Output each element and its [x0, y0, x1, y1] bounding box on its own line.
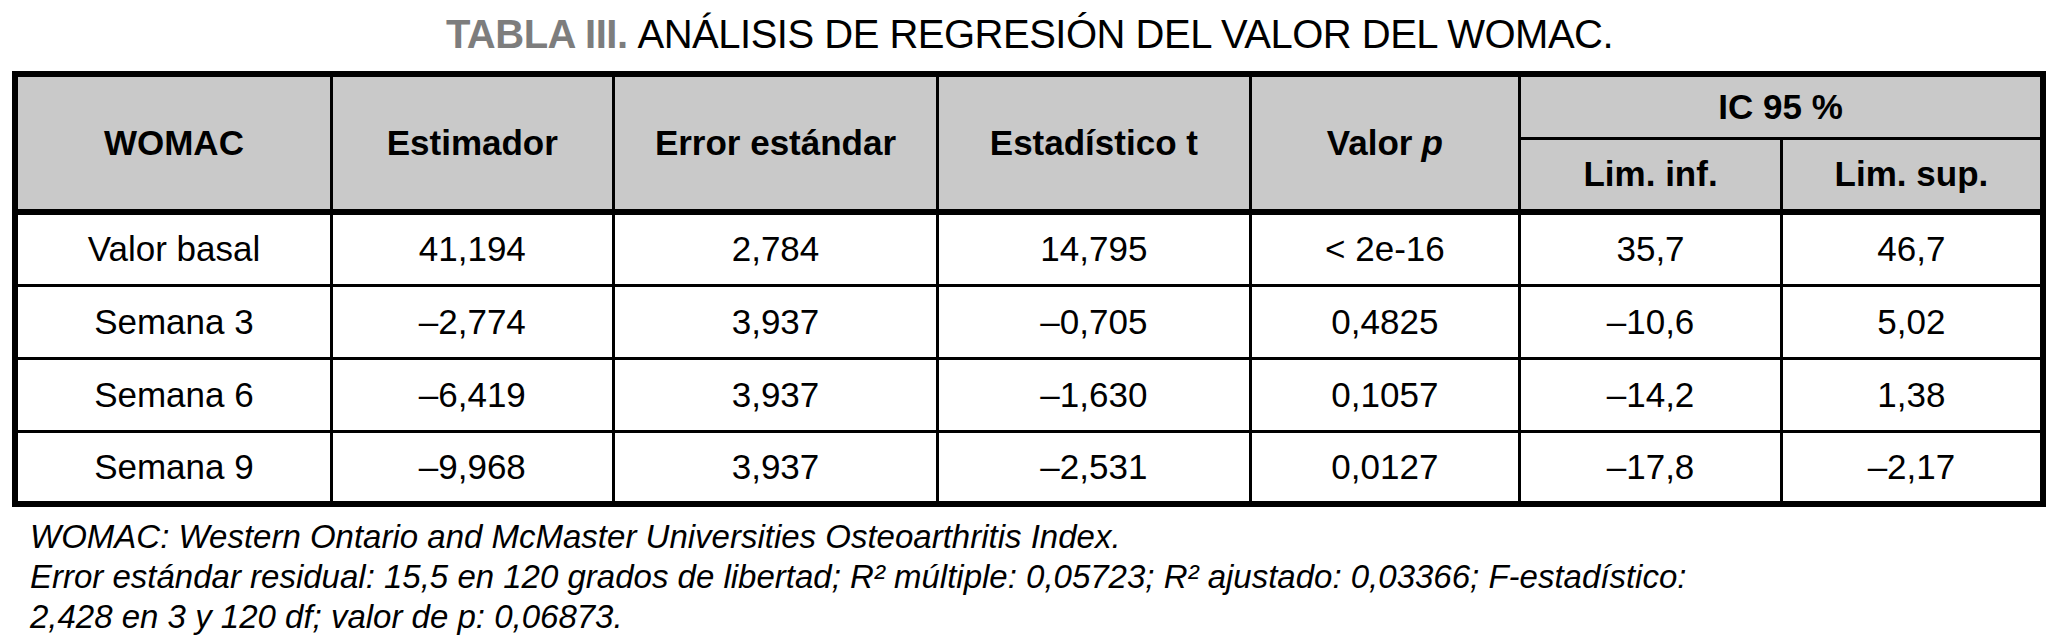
cell-label: Valor basal: [15, 212, 331, 285]
cell-lim-sup: 5,02: [1781, 285, 2043, 358]
col-header-estimador: Estimador: [331, 74, 613, 212]
footnote-model-stats-line2: 2,428 en 3 y 120 df; valor de p: 0,06873…: [30, 597, 2059, 637]
cell-estadistico-t: –2,531: [938, 431, 1250, 504]
cell-lim-inf: –17,8: [1520, 431, 1782, 504]
cell-lim-sup: 1,38: [1781, 358, 2043, 431]
cell-estimador: –6,419: [331, 358, 613, 431]
table-row-semana-3: Semana 3 –2,774 3,937 –0,705 0,4825 –10,…: [15, 285, 2043, 358]
page: TABLA III.ANÁLISIS DE REGRESIÓN DEL VALO…: [0, 0, 2059, 640]
col-header-ic95: IC 95 %: [1520, 74, 2043, 138]
cell-lim-inf: –14,2: [1520, 358, 1782, 431]
footnote-womac-definition: WOMAC: Western Ontario and McMaster Univ…: [30, 517, 2059, 557]
cell-valor-p: < 2e-16: [1250, 212, 1520, 285]
col-header-womac: WOMAC: [15, 74, 331, 212]
table-row-semana-9: Semana 9 –9,968 3,937 –2,531 0,0127 –17,…: [15, 431, 2043, 504]
table-row-valor-basal: Valor basal 41,194 2,784 14,795 < 2e-16 …: [15, 212, 2043, 285]
valor-p-symbol: p: [1422, 123, 1443, 162]
table-title: TABLA III.ANÁLISIS DE REGRESIÓN DEL VALO…: [0, 12, 2059, 57]
cell-estimador: –2,774: [331, 285, 613, 358]
cell-label: Semana 3: [15, 285, 331, 358]
cell-valor-p: 0,1057: [1250, 358, 1520, 431]
col-header-lim-inf: Lim. inf.: [1520, 138, 1782, 212]
col-header-error-estandar: Error estándar: [613, 74, 937, 212]
cell-error-estandar: 3,937: [613, 431, 937, 504]
cell-label: Semana 6: [15, 358, 331, 431]
cell-estadistico-t: –0,705: [938, 285, 1250, 358]
col-header-valor-p: Valorp: [1250, 74, 1520, 212]
cell-lim-sup: –2,17: [1781, 431, 2043, 504]
regression-table: WOMAC Estimador Error estándar Estadísti…: [12, 71, 2046, 507]
valor-p-text: Valor: [1327, 123, 1413, 162]
cell-label: Semana 9: [15, 431, 331, 504]
cell-lim-sup: 46,7: [1781, 212, 2043, 285]
cell-valor-p: 0,4825: [1250, 285, 1520, 358]
table-title-text: ANÁLISIS DE REGRESIÓN DEL VALOR DEL WOMA…: [638, 12, 1614, 56]
cell-valor-p: 0,0127: [1250, 431, 1520, 504]
cell-error-estandar: 3,937: [613, 358, 937, 431]
col-header-lim-sup: Lim. sup.: [1781, 138, 2043, 212]
cell-estimador: 41,194: [331, 212, 613, 285]
cell-error-estandar: 3,937: [613, 285, 937, 358]
col-header-estadistico-t: Estadístico t: [938, 74, 1250, 212]
footnotes: WOMAC: Western Ontario and McMaster Univ…: [30, 517, 2059, 637]
table-row-semana-6: Semana 6 –6,419 3,937 –1,630 0,1057 –14,…: [15, 358, 2043, 431]
cell-estimador: –9,968: [331, 431, 613, 504]
cell-estadistico-t: –1,630: [938, 358, 1250, 431]
table-title-label: TABLA III.: [446, 12, 628, 56]
cell-lim-inf: 35,7: [1520, 212, 1782, 285]
cell-estadistico-t: 14,795: [938, 212, 1250, 285]
header-row-top: WOMAC Estimador Error estándar Estadísti…: [15, 74, 2043, 138]
cell-error-estandar: 2,784: [613, 212, 937, 285]
footnote-model-stats-line1: Error estándar residual: 15,5 en 120 gra…: [30, 557, 2059, 597]
cell-lim-inf: –10,6: [1520, 285, 1782, 358]
